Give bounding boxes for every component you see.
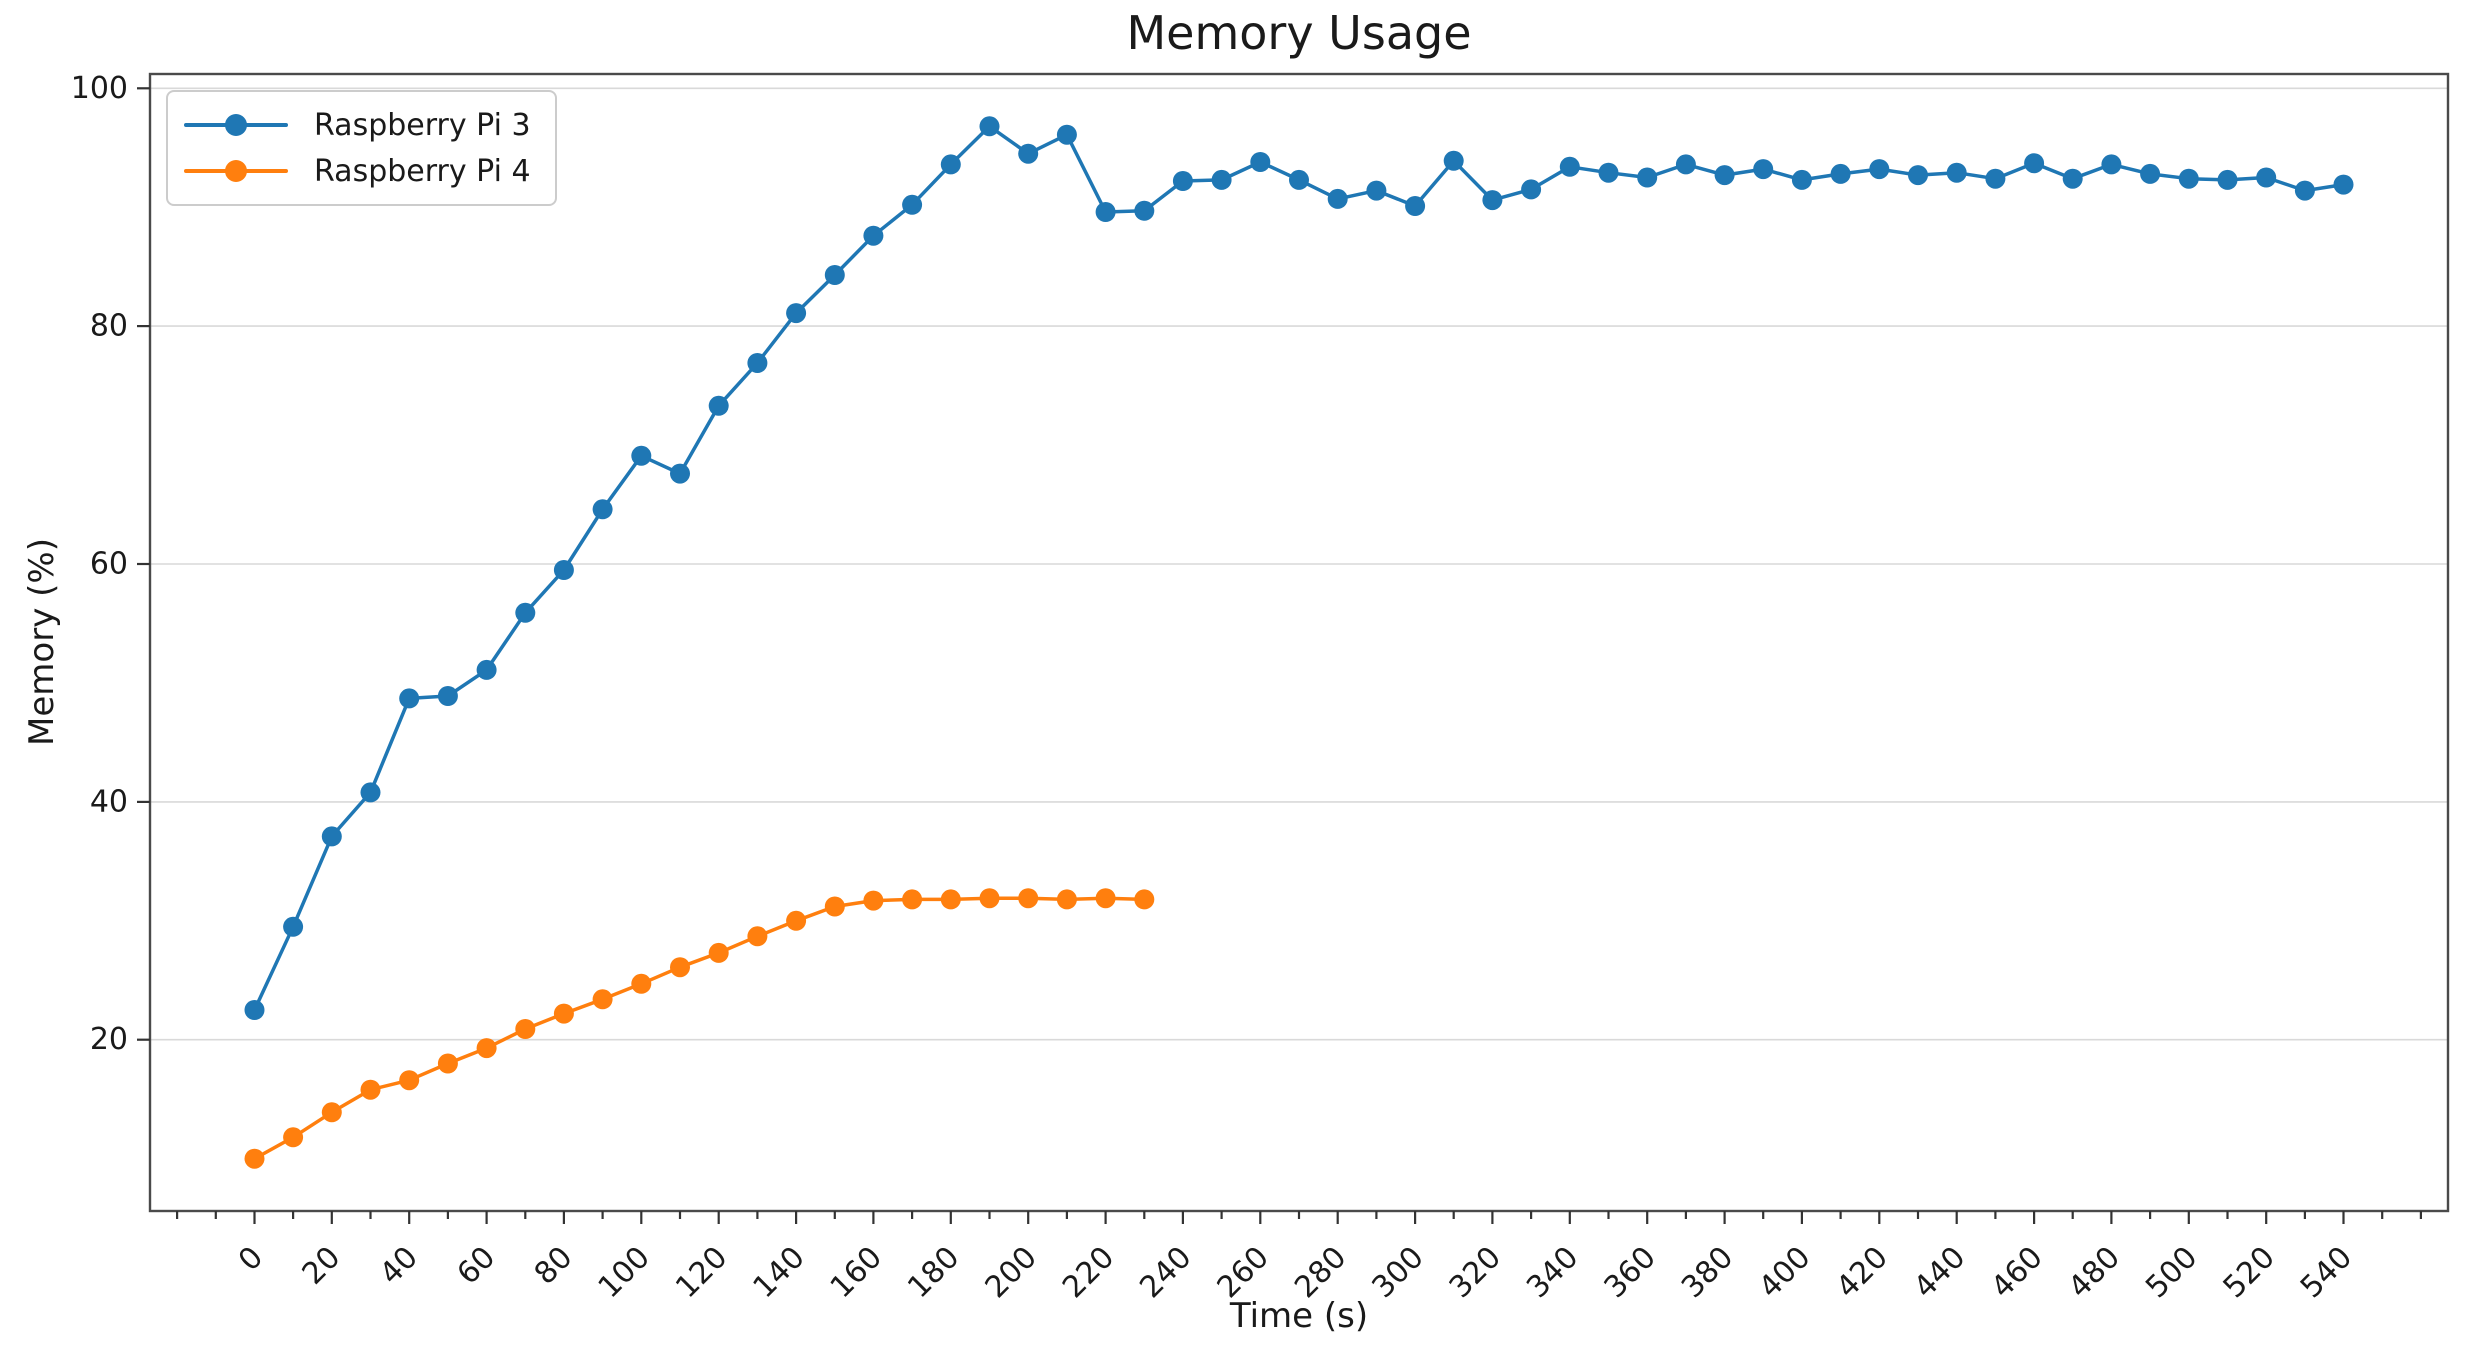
svg-text:40: 40: [373, 1240, 425, 1292]
legend-line-marker-icon: [184, 159, 288, 183]
legend-label: Raspberry Pi 3: [314, 107, 531, 143]
x-axis-label: Time (s): [1229, 1296, 1369, 1336]
chart-title: Memory Usage: [1126, 6, 1472, 60]
svg-text:20: 20: [296, 1240, 348, 1292]
legend: Raspberry Pi 3 Raspberry Pi 4: [166, 90, 557, 206]
svg-text:0: 0: [232, 1240, 270, 1278]
svg-text:20: 20: [90, 1022, 128, 1057]
svg-text:80: 80: [528, 1240, 580, 1292]
legend-label: Raspberry Pi 4: [314, 153, 531, 189]
svg-text:60: 60: [451, 1240, 503, 1292]
svg-text:40: 40: [90, 784, 128, 819]
svg-text:60: 60: [90, 547, 128, 582]
legend-line-marker-icon: [184, 113, 288, 137]
svg-text:100: 100: [71, 71, 128, 106]
legend-entry: Raspberry Pi 4: [184, 148, 531, 194]
svg-text:80: 80: [90, 309, 128, 344]
legend-entry: Raspberry Pi 3: [184, 102, 531, 148]
